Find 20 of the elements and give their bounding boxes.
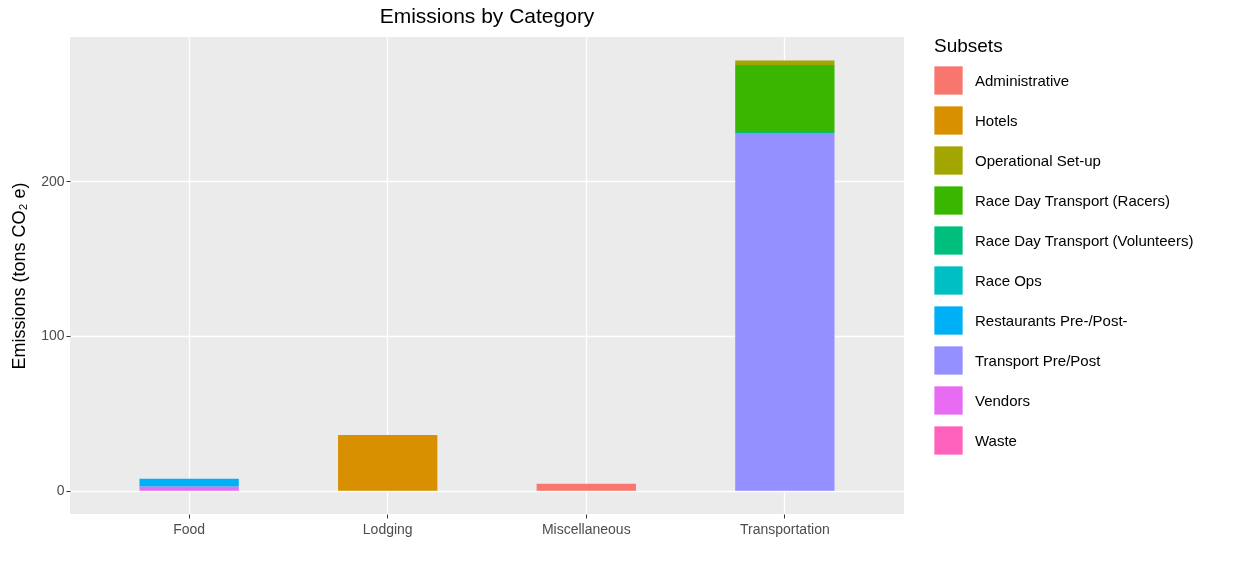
legend-label: Administrative [975,71,1070,89]
x-tick-label: Food [173,520,206,537]
legend-label: Restaurants Pre-/Post- [975,311,1128,329]
x-tick-label: Transportation [739,520,830,537]
x-tick-label: Lodging [362,520,413,537]
legend-label: Race Day Transport (Volunteers) [975,231,1194,249]
y-tick-label: 100 [41,327,65,344]
chart-title: Emissions by Category [379,4,595,27]
x-tick-label: Miscellaneous [541,520,631,537]
y-tick-label: 0 [56,482,65,499]
legend-label: Transport Pre/Post [975,351,1102,369]
legend-label: Race Ops [975,271,1042,289]
legend-label: Hotels [975,111,1018,129]
y-tick-label: 200 [41,172,65,189]
legend-label: Vendors [975,391,1031,409]
legend-title: Subsets [934,35,1003,56]
y-axis-title: Emissions (tons CO₂ e) [9,182,30,370]
legend-label: Race Day Transport (Racers) [975,191,1171,209]
legend-label: Operational Set-up [975,151,1101,169]
legend-label: Waste [975,431,1017,449]
